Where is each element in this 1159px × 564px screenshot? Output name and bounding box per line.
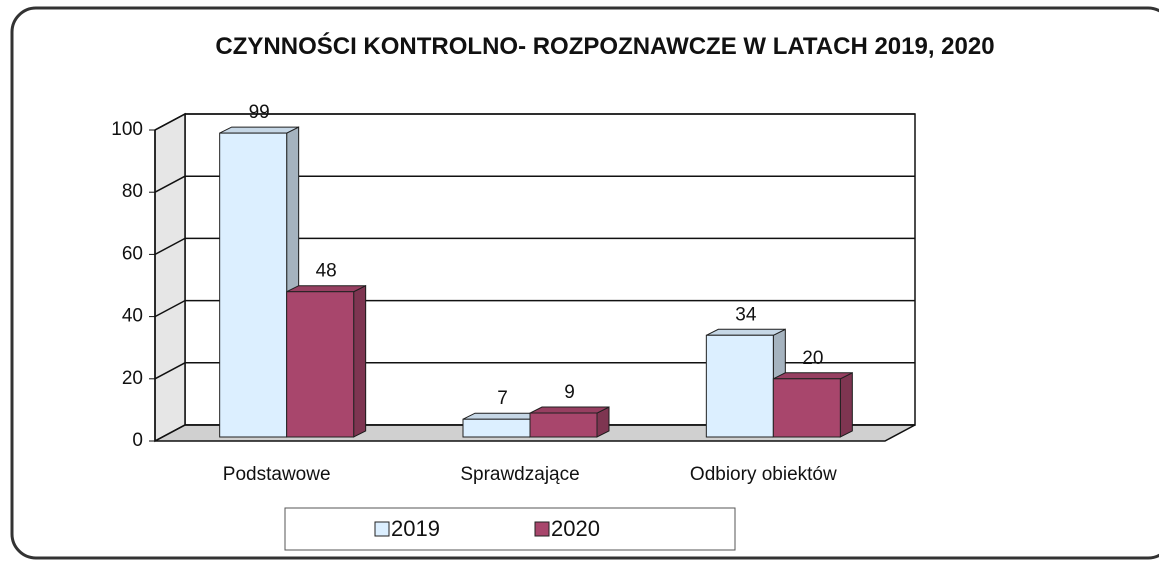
legend-swatch <box>374 521 390 537</box>
x-tick-label: Sprawdzające <box>460 464 579 485</box>
bar <box>286 284 367 438</box>
x-tick-label: Odbiory obiektów <box>690 464 837 485</box>
chart-title: CZYNNOŚCI KONTROLNO- ROZPOZNAWCZE W LATA… <box>215 33 995 60</box>
value-label: 7 <box>497 388 508 409</box>
legend-label: 2019 <box>391 516 440 541</box>
y-tick-label: 100 <box>111 119 143 140</box>
bar-front <box>772 378 841 438</box>
side-wall <box>154 112 186 443</box>
bar-front <box>705 334 774 438</box>
grid-line <box>154 175 186 193</box>
bar-top <box>219 126 299 134</box>
bar-front <box>529 412 598 438</box>
x-tick-label: Podstawowe <box>223 464 331 485</box>
bar-top <box>706 328 786 336</box>
bar-front <box>286 291 355 438</box>
legend-label: 2020 <box>551 516 600 541</box>
bar-front <box>219 132 288 438</box>
y-tick-label: 0 <box>132 430 143 451</box>
y-tick-label: 80 <box>122 181 143 202</box>
grid-line <box>154 424 186 442</box>
bar-top <box>529 406 610 414</box>
y-tick-label: 60 <box>122 243 143 264</box>
legend-swatch <box>534 521 550 537</box>
bar-front <box>462 418 531 438</box>
y-tick-label: 20 <box>122 368 143 389</box>
grid-line <box>154 362 186 380</box>
legend-box <box>284 507 736 551</box>
bar-top <box>773 372 853 380</box>
bar <box>219 126 300 438</box>
bar-side <box>839 371 853 438</box>
grid-line <box>154 113 186 131</box>
value-label: 34 <box>735 304 757 325</box>
bar-side <box>353 284 367 438</box>
value-label: 99 <box>249 102 270 123</box>
value-label: 20 <box>802 348 823 369</box>
bar <box>772 371 853 438</box>
value-label: 48 <box>316 261 337 282</box>
grid-line <box>154 299 186 318</box>
bar-top <box>286 285 366 293</box>
y-tick-label: 40 <box>122 306 143 327</box>
bar <box>529 406 610 438</box>
grid-line <box>154 237 186 256</box>
value-label: 9 <box>564 382 575 403</box>
